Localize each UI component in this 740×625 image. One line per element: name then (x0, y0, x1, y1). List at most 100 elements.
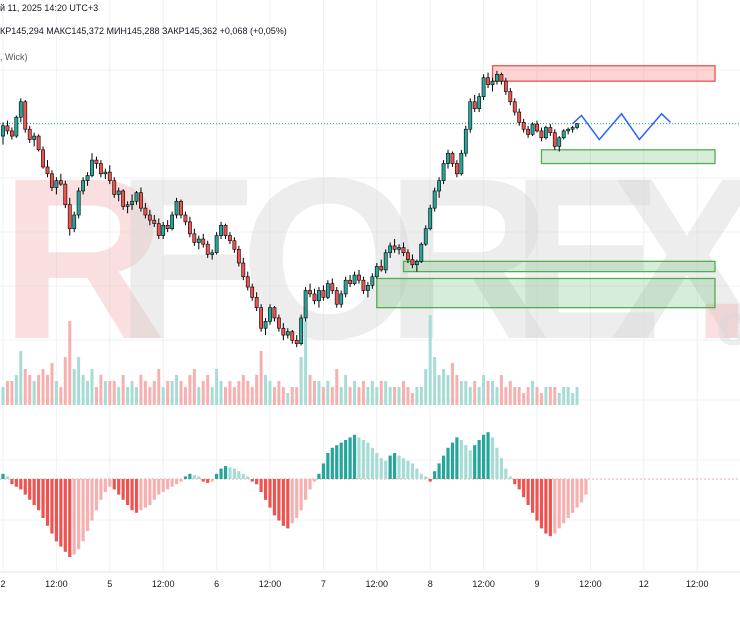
volume-bar (477, 387, 481, 405)
candle (552, 129, 557, 150)
volume-bar (562, 387, 566, 405)
candle (517, 108, 522, 126)
candle (334, 287, 339, 308)
histogram-bar (148, 479, 152, 505)
volume-bar (433, 357, 437, 405)
volume-bar (379, 381, 383, 405)
volume-bar (339, 387, 343, 405)
candle (357, 269, 361, 284)
histogram-bar (437, 463, 441, 479)
histogram-bar (384, 460, 388, 479)
histogram-bar (277, 479, 281, 521)
volume-bar (344, 375, 348, 405)
histogram-bar (157, 479, 161, 495)
candle (156, 218, 161, 240)
histogram-bar (352, 434, 357, 479)
histogram-bar (544, 479, 548, 534)
candle (81, 177, 86, 195)
histogram-bar (530, 479, 535, 513)
histogram-bar (290, 479, 294, 524)
volume-bar (531, 381, 535, 405)
volume-bar (539, 393, 543, 405)
candle (276, 314, 281, 332)
volume-bar (188, 375, 192, 405)
volume-bar (237, 381, 241, 405)
histogram-bar (139, 479, 143, 511)
candle (125, 201, 130, 214)
histogram-bar (459, 440, 463, 479)
volume-bar (370, 381, 374, 405)
candle (397, 244, 401, 255)
x-tick-label: 12:00 (686, 579, 709, 589)
candle (99, 160, 103, 178)
histogram-bar (584, 479, 588, 495)
volume-bar (575, 387, 579, 405)
histogram-bar (504, 468, 508, 479)
volume-bar (215, 369, 219, 405)
histogram-bar (295, 479, 299, 518)
histogram-bar (566, 479, 570, 518)
volume-bar (571, 393, 575, 405)
volume-bar (321, 387, 325, 405)
histogram-bar (308, 479, 312, 490)
candle (521, 118, 526, 133)
histogram-bar (508, 476, 512, 479)
histogram-bar (495, 447, 499, 479)
histogram-bar (513, 479, 517, 485)
volume-bar (250, 387, 254, 405)
histogram-bar (517, 479, 521, 490)
volume-bar (522, 393, 526, 405)
volume-bar (313, 381, 316, 405)
candle (232, 237, 237, 253)
x-tick-label: 12 (639, 579, 649, 589)
candle (330, 278, 335, 294)
volume-bar (535, 387, 539, 405)
candle (228, 232, 232, 245)
candle (512, 98, 517, 116)
candle (152, 215, 157, 228)
candle (254, 292, 259, 312)
histogram-bar (317, 473, 321, 479)
histogram-bar (446, 447, 450, 479)
candle (205, 240, 210, 258)
volume-bar (482, 375, 486, 405)
candle (1, 122, 5, 145)
candle (290, 329, 295, 344)
volume-bar (464, 381, 468, 405)
candle (90, 153, 94, 178)
histogram-bar (539, 479, 544, 529)
histogram-bar (499, 458, 503, 479)
volume-bar (77, 357, 81, 405)
histogram-bar (170, 479, 174, 487)
candle (508, 88, 513, 106)
candle (486, 72, 490, 89)
header-series-settings[interactable]: , Wick) (0, 52, 28, 62)
histogram-bar (450, 442, 455, 479)
histogram-bar (410, 463, 414, 479)
histogram-bar (117, 479, 121, 495)
histogram-bar (192, 475, 196, 479)
volume-bar (192, 369, 196, 405)
volume-bar (148, 387, 152, 405)
volume-bar (103, 381, 107, 405)
volume-bar (206, 375, 210, 405)
volume-bar (152, 381, 156, 405)
histogram-bar (166, 479, 170, 490)
volume-bar (1, 387, 5, 405)
candle (170, 211, 175, 231)
histogram-bar (201, 479, 205, 482)
volume-bar (393, 387, 397, 405)
histogram-bar (535, 479, 539, 521)
candle (370, 273, 375, 289)
histogram-bar (468, 450, 472, 479)
candle (259, 304, 264, 332)
histogram-bar (415, 468, 419, 479)
histogram-bar (562, 479, 566, 524)
x-tick-label: 2 (0, 579, 5, 589)
x-axis[interactable]: 2 12:00 5 12:00 6 12:00 7 12:00 8 12:00 9 12:00 12 12… (0, 579, 708, 589)
candle (317, 287, 321, 308)
candle (161, 221, 166, 240)
volume-bar (272, 387, 276, 405)
